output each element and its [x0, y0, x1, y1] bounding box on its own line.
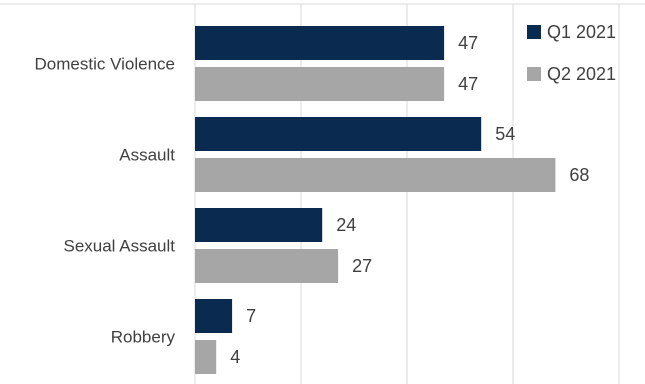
legend: Q1 2021 Q2 2021: [527, 22, 616, 84]
category-label: Assault: [119, 146, 175, 165]
data-label: 68: [569, 165, 589, 185]
legend-label: Q2 2021: [547, 64, 616, 84]
category-label: Domestic Violence: [35, 55, 175, 74]
legend-swatch: [527, 25, 541, 39]
data-label: 27: [352, 256, 372, 276]
bar: [195, 249, 339, 283]
data-label: 47: [458, 74, 478, 94]
bar: [195, 158, 556, 192]
data-label: 24: [336, 215, 356, 235]
bar: [195, 340, 217, 374]
legend-label: Q1 2021: [547, 22, 616, 42]
data-label: 4: [230, 347, 240, 367]
bar: [195, 299, 233, 333]
bar: [195, 208, 323, 242]
bar: [195, 26, 445, 60]
bar: [195, 67, 445, 101]
category-label: Sexual Assault: [63, 237, 175, 256]
category-label: Robbery: [111, 328, 176, 347]
data-label: 54: [495, 124, 515, 144]
data-label: 47: [458, 33, 478, 53]
data-label: 7: [246, 306, 256, 326]
legend-swatch: [527, 67, 541, 81]
bars: [195, 26, 556, 374]
bar: [195, 117, 482, 151]
